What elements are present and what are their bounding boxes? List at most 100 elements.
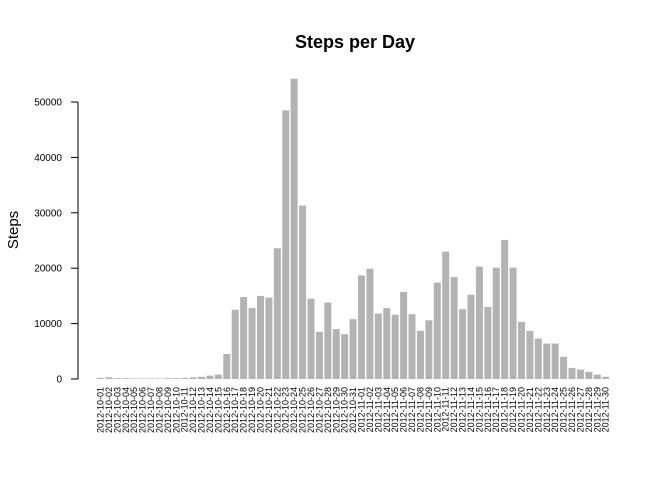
x-tick-label: 2012-11-02 — [365, 387, 375, 432]
bar — [307, 298, 315, 379]
bar — [366, 268, 374, 379]
x-tick-label: 2012-11-17 — [491, 387, 501, 432]
x-tick-label: 2012-11-15 — [474, 387, 484, 432]
y-tick-label: 0 — [56, 375, 62, 386]
x-tick-label: 2012-11-25 — [559, 387, 569, 432]
bar — [206, 375, 214, 379]
x-tick-label: 2012-10-27 — [314, 387, 324, 433]
x-tick-label: 2012-10-21 — [264, 387, 274, 433]
bar — [568, 367, 576, 379]
x-tick-label: 2012-10-31 — [348, 387, 358, 433]
x-tick-label: 2012-10-09 — [163, 387, 173, 433]
bar — [416, 330, 424, 379]
bar — [450, 277, 458, 379]
bar — [408, 314, 416, 379]
bar — [214, 374, 222, 379]
bar — [433, 282, 441, 379]
x-tick-label: 2012-11-14 — [466, 387, 476, 432]
bar — [501, 239, 509, 379]
bar — [551, 343, 559, 379]
x-tick-label: 2012-10-19 — [247, 387, 257, 433]
bar — [223, 354, 231, 379]
bar — [526, 330, 534, 379]
x-tick-label: 2012-11-26 — [567, 387, 577, 432]
bar — [391, 314, 399, 379]
y-tick-label: 40000 — [34, 153, 62, 164]
y-tick-label: 20000 — [34, 264, 62, 275]
bar — [97, 377, 104, 379]
x-tick-label: 2012-10-22 — [272, 387, 282, 433]
y-axis-label: Steps — [5, 211, 22, 249]
x-tick-label: 2012-11-20 — [517, 387, 527, 432]
bar — [155, 378, 163, 379]
bar — [442, 251, 450, 379]
bar — [164, 378, 172, 379]
x-tick-label: 2012-10-05 — [129, 387, 139, 433]
bar — [130, 378, 138, 379]
x-tick-label: 2012-10-18 — [239, 387, 249, 433]
x-tick-label: 2012-11-08 — [415, 387, 425, 432]
x-tick-label: 2012-11-23 — [542, 387, 552, 432]
x-tick-label: 2012-11-30 — [601, 387, 611, 432]
bar — [113, 378, 121, 379]
bar — [475, 266, 483, 379]
y-tick-label: 30000 — [34, 208, 62, 219]
bar — [139, 378, 147, 379]
x-tick-label: 2012-11-13 — [458, 387, 468, 432]
x-tick-label: 2012-11-18 — [500, 387, 510, 432]
x-tick-label: 2012-11-24 — [550, 387, 560, 432]
bar — [256, 295, 264, 379]
bars-group — [97, 78, 610, 379]
x-tick-label: 2012-10-28 — [323, 387, 333, 433]
x-tick-label: 2012-10-23 — [281, 387, 291, 433]
bar — [509, 267, 517, 379]
bar — [349, 319, 357, 379]
x-tick-label: 2012-10-11 — [180, 387, 190, 432]
x-tick-label: 2012-11-05 — [390, 387, 400, 432]
bar — [492, 267, 500, 379]
bar — [315, 331, 323, 379]
x-tick-label: 2012-10-10 — [171, 387, 181, 433]
bar — [593, 374, 601, 379]
bar — [534, 338, 542, 379]
x-tick-label: 2012-11-10 — [432, 387, 442, 432]
bar — [248, 308, 256, 379]
bar — [374, 313, 382, 379]
bar — [484, 306, 492, 379]
bar — [560, 356, 568, 379]
x-tick-label: 2012-11-19 — [508, 387, 518, 432]
bar — [543, 343, 551, 379]
x-tick-label: 2012-10-13 — [197, 387, 207, 433]
x-tick-label: 2012-10-24 — [289, 387, 299, 433]
bar — [324, 302, 332, 379]
x-tick-label: 2012-11-28 — [584, 387, 594, 432]
bar — [231, 309, 239, 379]
x-tick-label: 2012-10-01 — [96, 387, 106, 433]
x-tick-label: 2012-11-07 — [407, 387, 417, 432]
x-tick-label: 2012-10-03 — [112, 387, 122, 433]
bar — [299, 205, 307, 379]
bar — [181, 377, 189, 379]
bar — [122, 378, 130, 379]
x-tick-label: 2012-10-30 — [340, 387, 350, 433]
x-tick-label: 2012-10-20 — [255, 387, 265, 433]
bar — [383, 308, 391, 379]
x-tick-label: 2012-10-14 — [205, 387, 215, 433]
bar — [198, 376, 206, 379]
x-tick-label: 2012-11-01 — [357, 387, 367, 432]
bar — [240, 297, 248, 379]
bar — [290, 78, 298, 379]
x-tick-label: 2012-10-25 — [298, 387, 308, 433]
x-tick-label: 2012-11-06 — [399, 387, 409, 432]
x-tick-label: 2012-10-26 — [306, 387, 316, 433]
y-axis: 0 10000 20000 30000 40000 50000 — [34, 98, 79, 386]
bar — [425, 320, 433, 379]
x-tick-label: 2012-11-27 — [575, 387, 585, 432]
x-tick-label: 2012-10-17 — [230, 387, 240, 433]
bar — [172, 378, 180, 379]
x-tick-label: 2012-10-08 — [154, 387, 164, 433]
x-tick-label: 2012-10-12 — [188, 387, 198, 433]
bar — [189, 377, 197, 379]
bar — [585, 371, 593, 379]
bar — [467, 294, 475, 379]
